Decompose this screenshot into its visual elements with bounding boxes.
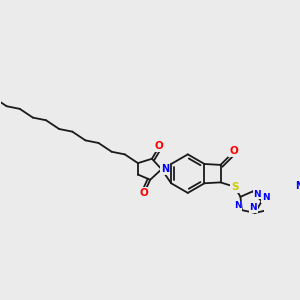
Text: N: N	[249, 203, 257, 212]
Text: N: N	[234, 201, 241, 210]
Text: N: N	[296, 181, 300, 191]
Text: S: S	[231, 182, 238, 192]
Text: O: O	[140, 188, 148, 198]
Text: N: N	[161, 164, 169, 174]
Text: N: N	[253, 190, 261, 199]
Text: O: O	[229, 146, 238, 156]
Text: N: N	[262, 193, 270, 202]
Text: O: O	[154, 142, 163, 152]
